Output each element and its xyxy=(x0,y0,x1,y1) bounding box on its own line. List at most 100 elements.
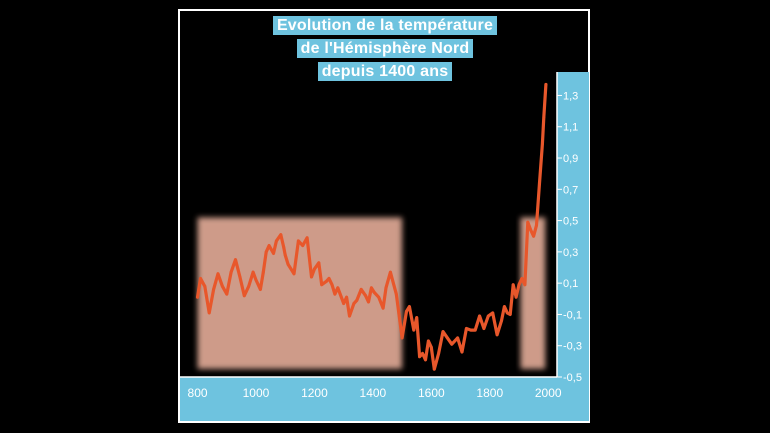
temperature-data-point xyxy=(473,328,477,332)
x-axis-panel xyxy=(180,377,589,421)
temperature-data-point xyxy=(377,295,381,299)
x-tick-label: 800 xyxy=(188,386,208,400)
temperature-data-point xyxy=(342,302,346,305)
temperature-data-point xyxy=(301,244,305,248)
temperature-data-point xyxy=(364,294,367,298)
temperature-data-point xyxy=(495,333,499,337)
temperature-data-point xyxy=(520,277,524,280)
temperature-data-point xyxy=(465,327,468,330)
temperature-data-point xyxy=(203,284,207,288)
x-tick-label: 1800 xyxy=(476,386,503,400)
temperature-data-point xyxy=(320,283,324,287)
temperature-data-point xyxy=(359,288,363,291)
y-axis-panel xyxy=(557,72,589,421)
x-tick-label: 1000 xyxy=(243,386,270,400)
temperature-data-point xyxy=(415,316,419,319)
temperature-data-point xyxy=(324,280,328,283)
temperature-data-point xyxy=(258,288,262,291)
temperature-data-point xyxy=(275,239,278,243)
temperature-data-point xyxy=(437,352,441,355)
temperature-data-point xyxy=(514,295,518,299)
temperature-data-point xyxy=(478,314,481,318)
temperature-data-point xyxy=(305,236,309,240)
temperature-data-point xyxy=(216,272,220,276)
y-tick-label: -0,1 xyxy=(563,309,582,321)
temperature-data-point xyxy=(247,284,251,288)
temperature-data-point xyxy=(491,311,495,315)
temperature-data-point xyxy=(267,244,271,248)
temperature-data-point xyxy=(540,142,544,146)
temperature-data-point xyxy=(345,295,348,299)
y-tick-label: 0,5 xyxy=(563,216,578,228)
temperature-data-point xyxy=(418,355,422,359)
temperature-data-point xyxy=(261,270,265,274)
y-tick-label: 0,9 xyxy=(563,153,578,165)
temperature-data-point xyxy=(381,306,385,310)
x-tick-label: 2000 xyxy=(535,386,562,400)
temperature-data-point xyxy=(207,311,211,315)
temperature-data-point xyxy=(251,270,255,274)
temperature-series-line xyxy=(195,82,548,371)
temperature-data-point xyxy=(212,288,216,291)
temperature-data-point xyxy=(469,328,473,332)
temperature-data-point xyxy=(544,83,548,86)
temperature-data-point xyxy=(310,275,313,279)
temperature-data-point xyxy=(282,245,286,249)
x-tick-label: 1400 xyxy=(360,386,387,400)
highlight-period-2 xyxy=(520,217,546,369)
temperature-data-point xyxy=(432,367,436,371)
temperature-data-point xyxy=(367,300,370,304)
temperature-data-point xyxy=(405,309,408,313)
x-tick-label: 1200 xyxy=(301,386,328,400)
y-tick-label: 1,1 xyxy=(563,122,578,134)
temperature-data-point xyxy=(412,328,416,332)
temperature-data-point xyxy=(199,277,202,280)
temperature-data-point xyxy=(450,342,454,346)
temperature-data-point xyxy=(408,305,411,309)
temperature-data-point xyxy=(336,286,340,290)
y-tick-label: 0,1 xyxy=(563,278,578,290)
y-tick-label: 1,3 xyxy=(563,90,578,102)
temperature-data-point xyxy=(196,295,199,299)
temperature-data-point xyxy=(283,253,287,257)
temperature-data-point xyxy=(529,228,533,232)
temperature-data-point xyxy=(296,239,300,243)
temperature-data-point xyxy=(511,283,515,287)
temperature-data-point xyxy=(429,345,433,349)
temperature-data-point xyxy=(238,275,242,279)
temperature-data-point xyxy=(242,294,246,298)
temperature-data-point xyxy=(505,311,509,315)
temperature-data-point xyxy=(229,270,233,274)
temperature-data-point xyxy=(225,292,229,296)
temperature-data-point xyxy=(421,352,424,355)
temperature-data-point xyxy=(482,327,486,330)
temperature-data-point xyxy=(220,284,224,288)
temperature-data-point xyxy=(317,261,321,265)
temperature-data-point xyxy=(394,292,398,296)
temperature-data-point xyxy=(400,336,404,340)
temperature-data-point xyxy=(526,220,530,224)
series-layer xyxy=(195,82,548,371)
temperature-data-point xyxy=(441,330,445,334)
temperature-data-point xyxy=(384,286,388,290)
temperature-data-point xyxy=(508,313,512,316)
temperature-data-point xyxy=(424,358,427,362)
temperature-data-point xyxy=(254,278,258,282)
temperature-data-point xyxy=(355,298,359,302)
temperature-data-point xyxy=(272,252,275,255)
temperature-data-point xyxy=(523,283,527,287)
x-tick-label: 1600 xyxy=(418,386,445,400)
temperature-data-point xyxy=(333,292,337,296)
y-tick-label: -0,5 xyxy=(563,372,582,384)
temperature-data-point xyxy=(352,302,356,305)
temperature-data-point xyxy=(535,223,538,227)
y-tick-label: -0,3 xyxy=(563,341,582,353)
temperature-data-point xyxy=(286,262,290,266)
temperature-data-point xyxy=(330,283,334,287)
temperature-data-point xyxy=(486,314,490,318)
temperature-data-point xyxy=(264,250,268,254)
temperature-data-point xyxy=(313,267,316,271)
temperature-data-point xyxy=(500,319,503,323)
temperature-data-point xyxy=(456,336,460,340)
